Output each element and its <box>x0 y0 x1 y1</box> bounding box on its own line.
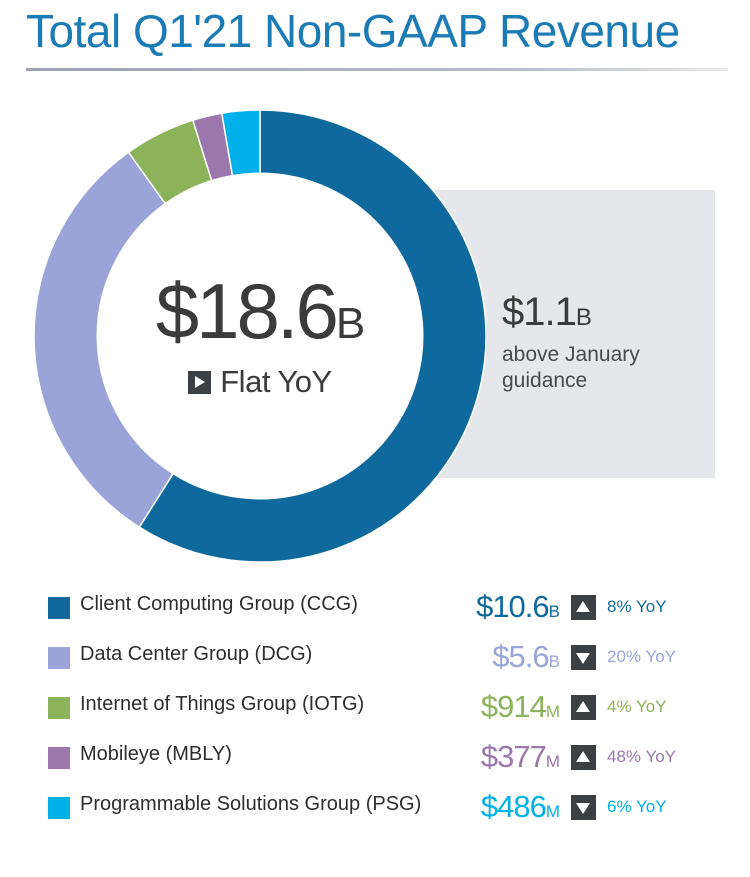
legend-yoy-label: 20% YoY <box>607 647 677 666</box>
legend-value-number: $377 <box>480 739 547 774</box>
legend-yoy-label: 4% YoY <box>607 697 667 716</box>
page-title: Total Q1'21 Non-GAAP Revenue <box>26 5 680 57</box>
guidance-value-unit: B <box>575 304 592 331</box>
donut-segment[interactable] <box>138 110 486 562</box>
legend-label: Programmable Solutions Group (PSG) <box>80 793 422 815</box>
guidance-value: $1.1B <box>502 290 592 335</box>
legend-yoy-label: 48% YoY <box>607 747 677 766</box>
legend-value: $10.6B <box>440 589 560 625</box>
legend-value-number: $914 <box>480 689 547 724</box>
legend-value-unit: B <box>548 602 560 621</box>
legend-row[interactable]: Data Center Group (DCG) $5.6B 20% YoY <box>0 635 750 685</box>
legend-metrics: $914M 4% YoY <box>440 689 740 725</box>
legend-metrics: $5.6B 20% YoY <box>440 639 740 675</box>
arrow-up-icon <box>571 594 596 620</box>
legend-color-swatch <box>48 697 70 719</box>
legend-value-unit: M <box>545 802 560 821</box>
legend-label: Internet of Things Group (IOTG) <box>80 693 365 715</box>
arrow-down-icon <box>571 794 596 820</box>
donut-svg <box>34 110 486 562</box>
legend-value-unit: B <box>548 652 560 671</box>
title-divider <box>26 68 728 71</box>
legend-color-swatch <box>48 747 70 769</box>
legend-color-swatch <box>48 797 70 819</box>
arrow-up-icon <box>571 744 596 770</box>
arrow-up-icon <box>571 694 596 720</box>
legend-value: $914M <box>440 689 560 725</box>
legend-value: $486M <box>440 789 560 825</box>
legend-value-unit: M <box>545 702 560 721</box>
guidance-description: above January guidance <box>502 343 640 393</box>
legend-row[interactable]: Mobileye (MBLY) $377M 48% YoY <box>0 735 750 785</box>
legend-label: Data Center Group (DCG) <box>80 643 313 665</box>
legend-value: $5.6B <box>440 639 560 675</box>
legend-yoy-label: 6% YoY <box>607 797 667 816</box>
legend-metrics: $10.6B 8% YoY <box>440 589 740 625</box>
guidance-value-number: $1.1 <box>502 290 577 334</box>
legend-yoy-label: 8% YoY <box>607 597 667 616</box>
legend-label: Mobileye (MBLY) <box>80 743 232 765</box>
legend-label: Client Computing Group (CCG) <box>80 593 358 615</box>
legend-value-number: $10.6 <box>476 589 550 624</box>
legend-row[interactable]: Internet of Things Group (IOTG) $914M 4% Y… <box>0 685 750 735</box>
legend-row[interactable]: Client Computing Group (CCG) $10.6B 8% YoY <box>0 585 750 635</box>
legend-metrics: $486M 6% YoY <box>440 789 740 825</box>
arrow-down-icon <box>571 644 596 670</box>
legend: Client Computing Group (CCG) $10.6B 8% YoY… <box>0 585 750 847</box>
legend-value: $377M <box>440 739 560 775</box>
donut-segment[interactable] <box>220 110 261 177</box>
donut-segments <box>34 110 486 562</box>
legend-value-number: $5.6 <box>492 639 549 674</box>
donut-segment[interactable] <box>34 151 175 529</box>
revenue-donut-chart: $18.6B Flat YoY <box>34 110 486 562</box>
legend-value-number: $486 <box>480 789 547 824</box>
legend-color-swatch <box>48 597 70 619</box>
legend-metrics: $377M 48% YoY <box>440 739 740 775</box>
title-block: Total Q1'21 Non-GAAP Revenue <box>0 0 750 86</box>
legend-color-swatch <box>48 647 70 669</box>
legend-row[interactable]: Programmable Solutions Group (PSG) $486M 6… <box>0 785 750 847</box>
legend-value-unit: M <box>545 752 560 771</box>
